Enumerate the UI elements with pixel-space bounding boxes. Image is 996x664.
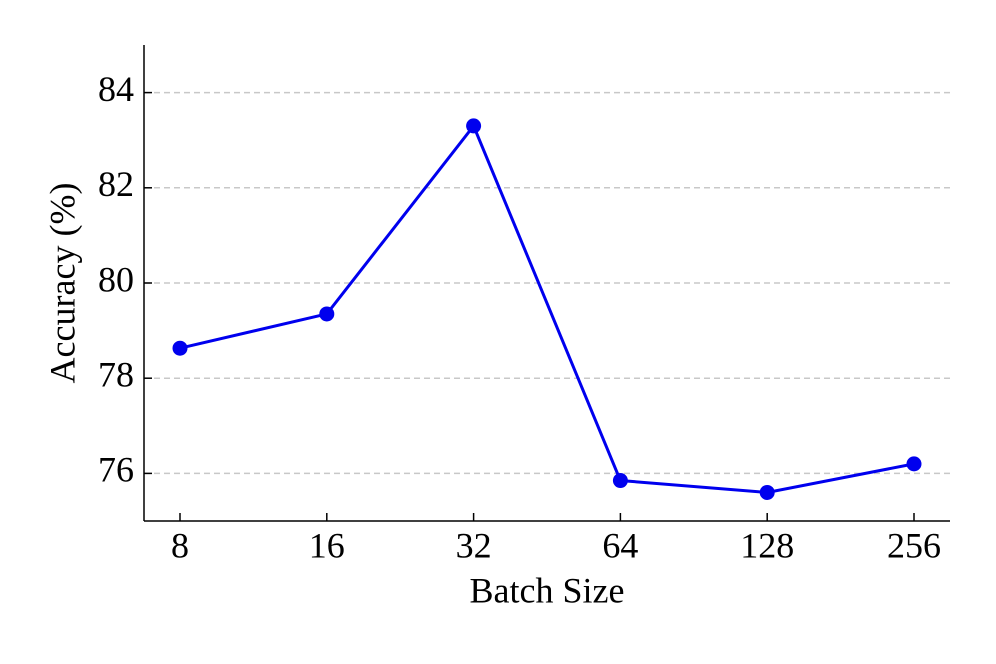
- x-tick-label: 16: [309, 525, 345, 565]
- x-tick-label: 32: [456, 525, 492, 565]
- y-tick-label: 78: [98, 354, 134, 394]
- y-tick-label: 84: [98, 69, 134, 109]
- x-tick-label: 64: [602, 525, 638, 565]
- marker: [759, 484, 775, 500]
- marker: [906, 456, 922, 472]
- x-axis-label: Batch Size: [470, 570, 625, 610]
- line: [179, 122, 915, 494]
- x-tick-label: 256: [887, 525, 941, 565]
- marker: [466, 118, 482, 134]
- y-tick-label: 76: [98, 450, 134, 490]
- marker: [319, 306, 335, 322]
- y-tick-label: 80: [98, 259, 134, 299]
- marker: [172, 340, 188, 356]
- y-tick-label: 82: [98, 164, 134, 204]
- marker: [612, 473, 628, 489]
- y-axis-label: Accuracy (%): [42, 183, 82, 384]
- x-tick-label: 8: [171, 525, 189, 565]
- x-tick-label: 128: [740, 525, 794, 565]
